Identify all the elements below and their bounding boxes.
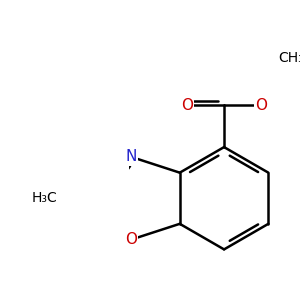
Text: N: N — [125, 149, 137, 164]
Text: O: O — [181, 98, 193, 112]
Text: CH₃: CH₃ — [278, 51, 300, 65]
Text: H₃C: H₃C — [32, 191, 57, 205]
Text: O: O — [255, 98, 267, 112]
Text: O: O — [125, 232, 137, 247]
